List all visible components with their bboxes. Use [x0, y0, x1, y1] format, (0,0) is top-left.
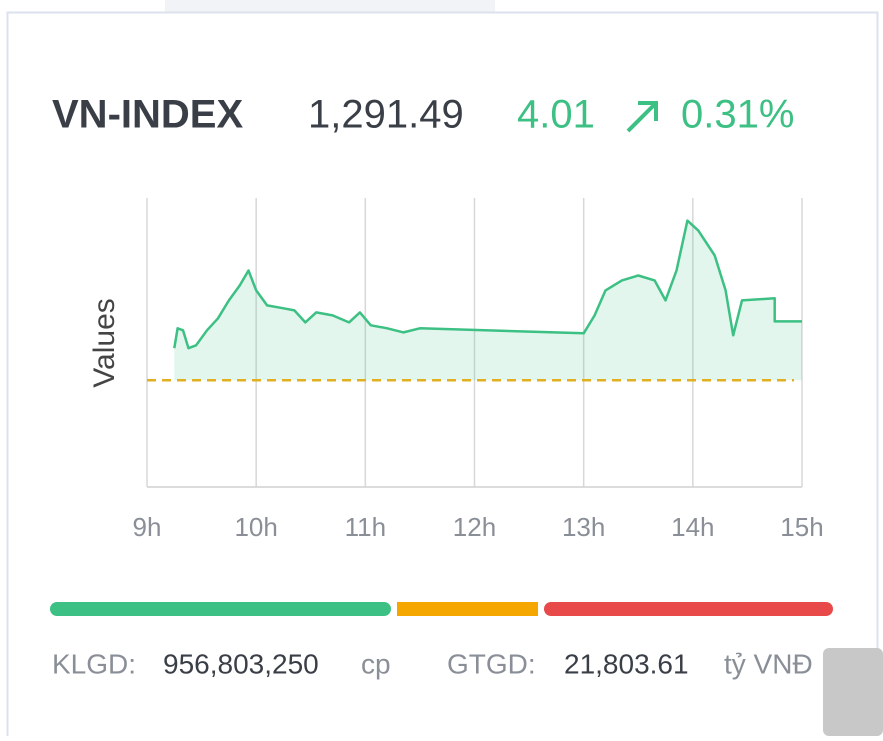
index-value: 1,291.49 — [308, 93, 464, 137]
x-tick-label: 15h — [780, 512, 823, 542]
tab — [165, 0, 495, 12]
x-tick-label: 10h — [234, 512, 277, 542]
turnover-label: GTGD: — [447, 648, 536, 679]
advance-bar — [50, 602, 391, 616]
decline-bar — [544, 602, 833, 616]
x-tick-label: 12h — [453, 512, 496, 542]
line — [173, 219, 802, 350]
plot: 9h 10h 11h 12h 13h 14h 15h — [133, 198, 824, 542]
volume-label: KLGD: — [52, 648, 136, 679]
x-tick-label: 11h — [345, 512, 386, 542]
volume: 956,803,250 — [163, 648, 319, 679]
index-name: VN-INDEX — [52, 93, 243, 137]
x-tick-label: 9h — [133, 512, 162, 542]
corner-overlay — [823, 648, 883, 736]
volume-unit: cp — [361, 648, 391, 679]
area — [174, 220, 802, 381]
card — [6, 11, 879, 741]
y-axis-label: Values — [88, 298, 121, 388]
x-tick-label: 13h — [562, 512, 605, 542]
turnover-unit: tỷ VNĐ — [724, 648, 813, 679]
up-arrow — [626, 101, 658, 133]
turnover: 21,803.61 — [564, 648, 689, 679]
x-tick-label: 14h — [671, 512, 714, 542]
index-percent: 0.31% — [681, 93, 794, 137]
index-change: 4.01 — [517, 93, 595, 137]
unchanged-bar — [397, 602, 538, 616]
